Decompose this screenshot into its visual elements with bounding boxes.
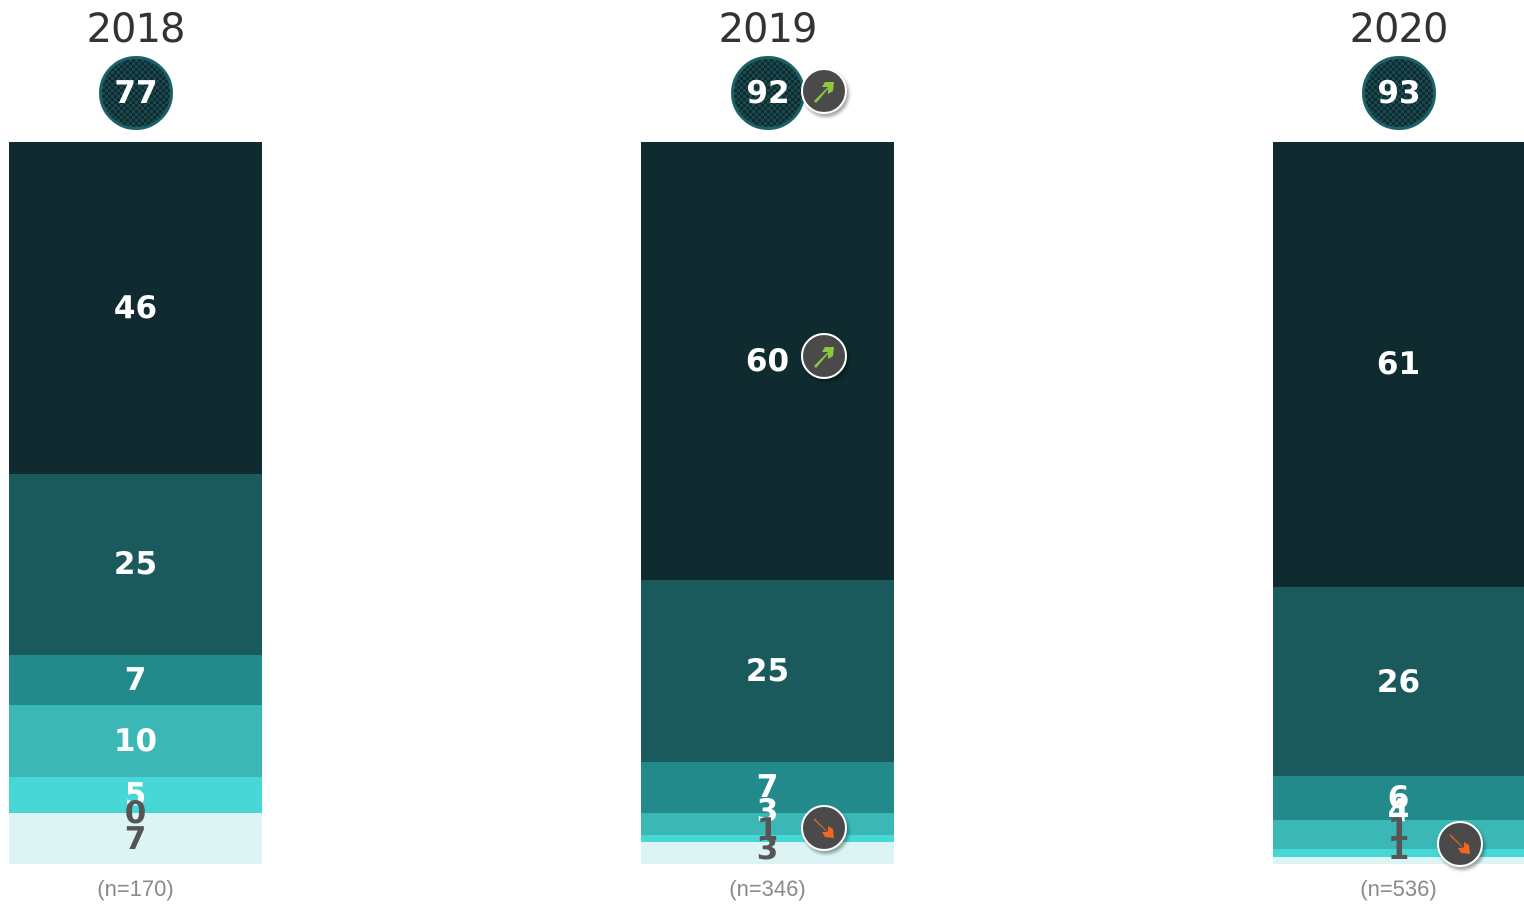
trend-up-icon xyxy=(801,68,847,114)
year-label-2020: 2020 xyxy=(1349,6,1449,52)
bar-segment xyxy=(9,474,262,655)
segment-value-label: 1 xyxy=(1387,812,1410,848)
trend-down-icon xyxy=(1437,821,1483,867)
segment-value-label: 4 xyxy=(1387,793,1410,829)
sample-size-2019: (n=346) xyxy=(729,876,806,901)
segment-value-label: 25 xyxy=(745,652,790,689)
bar-segment xyxy=(9,813,262,864)
sample-size-2020: (n=536) xyxy=(1360,876,1437,901)
bar-segment xyxy=(1273,856,1524,864)
total-score-2018: 77 xyxy=(99,56,173,130)
trend-up-icon xyxy=(801,333,847,379)
segment-value-label: 7 xyxy=(124,661,147,698)
bar-segment xyxy=(9,654,262,706)
bar-segment xyxy=(641,834,894,843)
segment-value-label: 1 xyxy=(756,812,779,848)
year-label-2018: 2018 xyxy=(86,6,186,52)
bar-segment xyxy=(9,777,262,814)
bar-segment xyxy=(641,761,894,813)
column-2019: 2019 92 60 25 7 3 1 3 (n=346) xyxy=(641,0,894,904)
stacked-bar-2020: 61 26 6 4 1 1 xyxy=(1273,142,1524,867)
segment-value-label: 25 xyxy=(113,546,158,583)
bar-segment xyxy=(1273,776,1524,821)
segment-value-label: 3 xyxy=(756,831,779,867)
total-score-2020: 93 xyxy=(1362,56,1436,130)
total-score-2019: 92 xyxy=(731,56,805,130)
segment-value-label: 6 xyxy=(1387,780,1410,817)
sample-size-2018: (n=170) xyxy=(97,876,174,901)
column-2020: 2020 93 61 26 6 4 1 1 (n=536) xyxy=(1273,0,1524,904)
segment-value-label: 26 xyxy=(1376,663,1421,700)
segment-value-label: 46 xyxy=(113,290,158,327)
segment-value-label: 0 xyxy=(124,795,147,832)
bar-segment xyxy=(1273,586,1524,777)
bar-segment xyxy=(641,142,894,580)
segment-value-label: 7 xyxy=(124,820,147,857)
year-label-2019: 2019 xyxy=(718,6,818,52)
bar-segment xyxy=(1273,142,1524,587)
segment-value-label: 3 xyxy=(756,793,779,829)
bar-segment xyxy=(641,579,894,762)
bar-segment xyxy=(9,705,262,778)
bar-segment xyxy=(9,142,262,475)
segment-value-label: 7 xyxy=(756,769,779,806)
column-2018: 2018 77 46 25 7 10 5 7 0 (n=170) xyxy=(9,0,262,904)
stacked-bar-2019: 60 25 7 3 1 3 xyxy=(641,142,894,867)
bar-segment xyxy=(1273,849,1524,857)
trend-down-icon xyxy=(801,805,847,851)
segment-value-label: 60 xyxy=(745,342,790,379)
segment-value-label: 1 xyxy=(1387,831,1410,867)
segment-value-label: 5 xyxy=(124,777,147,814)
segment-value-label: 10 xyxy=(113,723,158,760)
segment-value-label: 61 xyxy=(1376,346,1421,383)
stacked-bar-2018: 46 25 7 10 5 7 0 xyxy=(9,142,262,864)
